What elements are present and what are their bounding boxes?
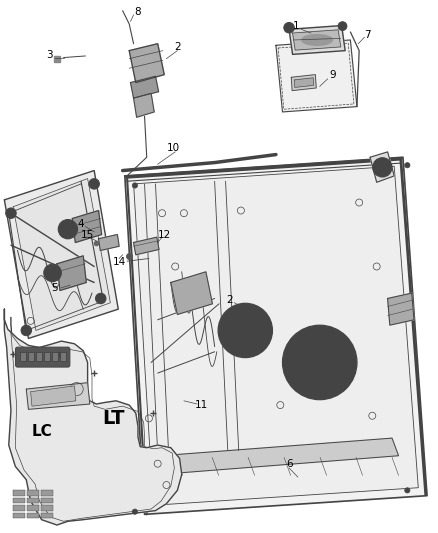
Text: 5: 5 bbox=[51, 283, 58, 293]
Circle shape bbox=[373, 158, 392, 177]
Text: 3: 3 bbox=[46, 50, 53, 60]
Polygon shape bbox=[294, 78, 314, 87]
Circle shape bbox=[44, 264, 61, 281]
Circle shape bbox=[95, 293, 106, 304]
Text: 14: 14 bbox=[113, 257, 126, 267]
FancyBboxPatch shape bbox=[15, 347, 70, 367]
Text: 11: 11 bbox=[195, 400, 208, 410]
Polygon shape bbox=[99, 235, 119, 251]
Bar bbox=[36, 352, 42, 361]
Text: 15: 15 bbox=[81, 230, 94, 239]
Text: 4: 4 bbox=[78, 219, 85, 229]
Polygon shape bbox=[388, 293, 414, 325]
Circle shape bbox=[21, 325, 32, 336]
Polygon shape bbox=[289, 26, 345, 54]
Text: 9: 9 bbox=[329, 70, 336, 79]
Circle shape bbox=[405, 488, 410, 493]
Polygon shape bbox=[291, 75, 316, 91]
Circle shape bbox=[58, 220, 78, 239]
Polygon shape bbox=[293, 30, 341, 50]
Polygon shape bbox=[276, 40, 357, 112]
Bar bbox=[27, 513, 39, 518]
Circle shape bbox=[283, 325, 357, 400]
Text: 10: 10 bbox=[166, 143, 180, 153]
Bar bbox=[28, 352, 34, 361]
Bar bbox=[20, 352, 26, 361]
Circle shape bbox=[405, 163, 410, 168]
Text: 1: 1 bbox=[292, 21, 299, 30]
Circle shape bbox=[89, 179, 99, 189]
Polygon shape bbox=[4, 309, 182, 525]
Circle shape bbox=[338, 22, 347, 30]
Circle shape bbox=[132, 183, 138, 188]
Bar bbox=[41, 513, 53, 518]
Circle shape bbox=[284, 22, 294, 33]
Bar bbox=[13, 505, 25, 511]
Text: 6: 6 bbox=[286, 459, 293, 469]
Bar bbox=[41, 498, 53, 503]
Polygon shape bbox=[26, 383, 90, 409]
Polygon shape bbox=[370, 152, 394, 182]
Polygon shape bbox=[131, 76, 159, 98]
Bar bbox=[41, 505, 53, 511]
Circle shape bbox=[218, 303, 272, 358]
Text: 2: 2 bbox=[174, 42, 181, 52]
Bar bbox=[44, 352, 50, 361]
Polygon shape bbox=[13, 179, 110, 330]
Polygon shape bbox=[72, 211, 102, 243]
Polygon shape bbox=[134, 166, 418, 505]
Circle shape bbox=[132, 509, 138, 514]
Ellipse shape bbox=[302, 35, 332, 45]
Polygon shape bbox=[129, 44, 164, 83]
Polygon shape bbox=[125, 157, 427, 514]
Bar bbox=[13, 498, 25, 503]
Text: 8: 8 bbox=[134, 7, 141, 17]
Bar bbox=[52, 352, 58, 361]
Polygon shape bbox=[171, 272, 212, 314]
Bar bbox=[13, 490, 25, 496]
Polygon shape bbox=[134, 237, 159, 255]
Text: LT: LT bbox=[102, 409, 125, 428]
Bar bbox=[27, 498, 39, 503]
Text: LC: LC bbox=[31, 424, 52, 439]
Polygon shape bbox=[31, 386, 76, 406]
Text: 7: 7 bbox=[364, 30, 371, 39]
Bar bbox=[27, 490, 39, 496]
Text: 12: 12 bbox=[158, 230, 171, 239]
Circle shape bbox=[6, 208, 16, 219]
Polygon shape bbox=[4, 171, 118, 338]
Bar bbox=[13, 513, 25, 518]
Text: 2: 2 bbox=[226, 295, 233, 304]
Bar bbox=[60, 352, 66, 361]
Bar bbox=[27, 505, 39, 511]
Polygon shape bbox=[140, 438, 399, 475]
Polygon shape bbox=[57, 256, 86, 290]
Polygon shape bbox=[134, 93, 154, 117]
Bar bbox=[41, 490, 53, 496]
